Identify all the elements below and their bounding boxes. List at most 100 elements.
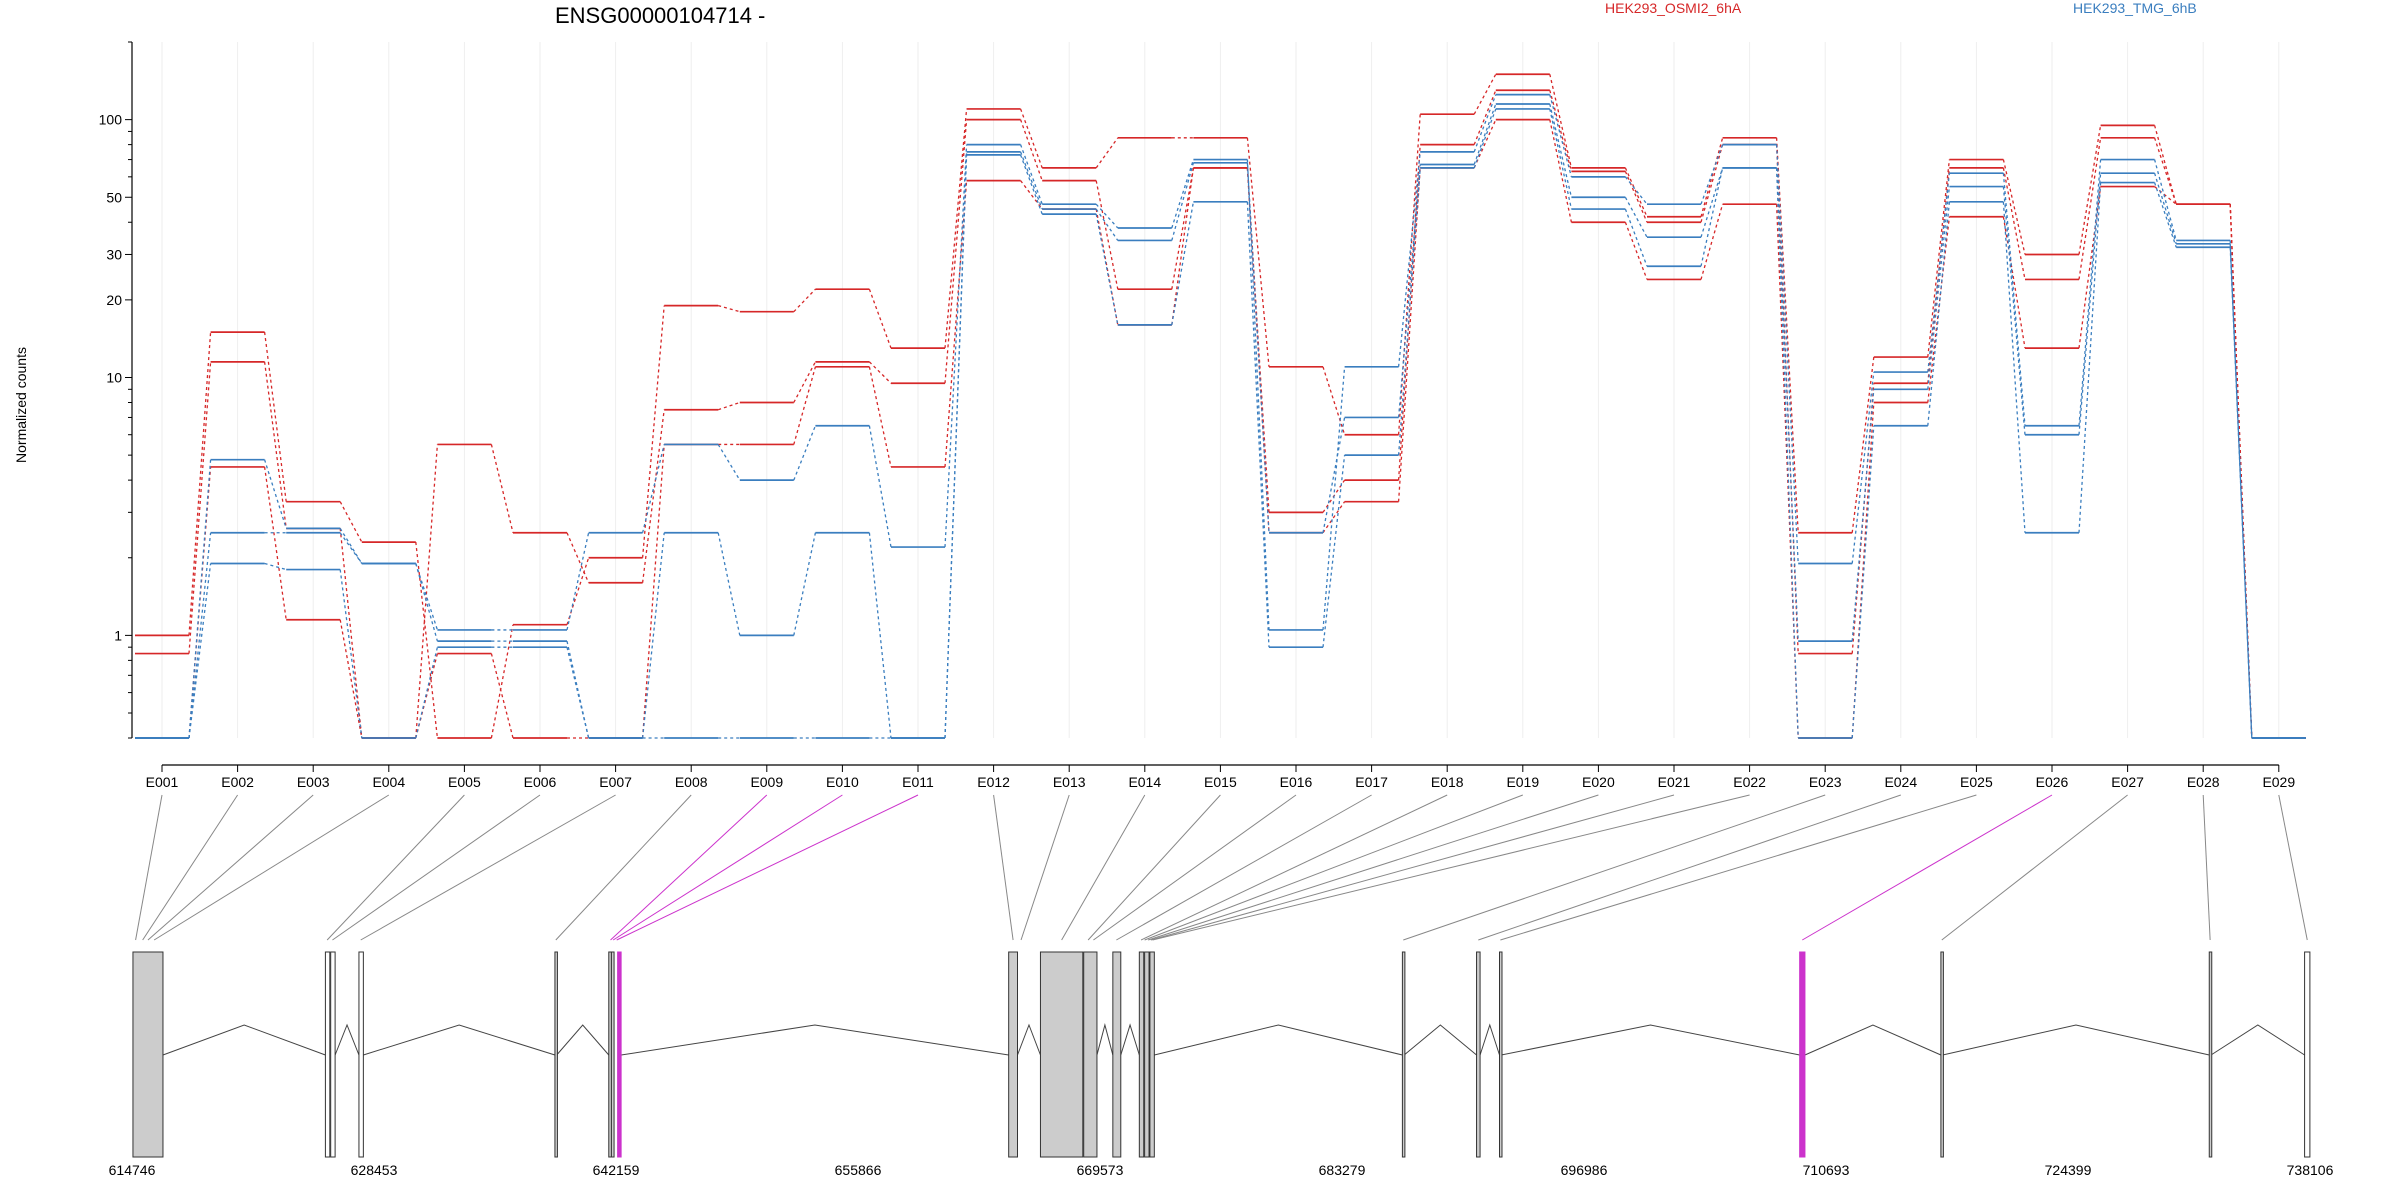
- series-transition: [2153, 182, 2177, 248]
- x-tick-label: E011: [902, 774, 934, 790]
- series-transition: [1700, 167, 1724, 267]
- series-transition: [1624, 196, 1648, 238]
- series-transition: [2002, 216, 2026, 349]
- x-tick-label: E017: [1355, 774, 1388, 790]
- series-transition: [1700, 167, 1724, 238]
- series-transition: [1927, 159, 1951, 358]
- series-transition: [1019, 154, 1043, 215]
- coordinate-tick-label: 655866: [835, 1162, 882, 1178]
- series-transition: [2002, 201, 2026, 533]
- series-transition: [1775, 137, 1799, 533]
- series-transition: [944, 144, 968, 548]
- x-tick-label: E016: [1280, 774, 1313, 790]
- series-transition: [1322, 417, 1346, 533]
- exon-connector: [1061, 794, 1146, 941]
- intron-line: [1942, 1024, 2210, 1056]
- exon: [2208, 951, 2213, 1158]
- intron-line: [1154, 1024, 1403, 1056]
- intron-line: [1501, 1024, 1800, 1056]
- y-tick-label: 30: [106, 246, 122, 262]
- series-transition: [339, 528, 363, 739]
- series-transition: [1549, 74, 1573, 169]
- exon: [1138, 951, 1145, 1158]
- x-tick-label: E008: [675, 774, 708, 790]
- series-transition: [339, 528, 363, 564]
- exon: [1476, 951, 1481, 1158]
- exon-connector: [1020, 794, 1070, 941]
- x-tick-label: E005: [448, 774, 481, 790]
- exon: [2304, 951, 2311, 1158]
- y-tick-label: 100: [99, 112, 123, 128]
- series-transition: [263, 361, 287, 529]
- series-transition: [1095, 214, 1119, 325]
- series-transition: [1019, 144, 1043, 205]
- exon-connector: [1403, 794, 1826, 941]
- intron-line: [1479, 1023, 1500, 1056]
- exon-connector: [1150, 794, 1675, 941]
- series-transition: [1095, 203, 1119, 229]
- series-transition: [1095, 137, 1119, 169]
- series-transition: [1851, 425, 1875, 739]
- exon-connector: [2278, 794, 2308, 941]
- series-transition: [1019, 151, 1043, 210]
- series-transition: [1851, 389, 1875, 642]
- series-transition: [641, 305, 665, 558]
- series-transition: [2154, 186, 2177, 205]
- exon-connector: [1140, 794, 1448, 941]
- series-transition: [1246, 201, 1270, 648]
- exon: [1149, 951, 1155, 1158]
- exon: [610, 951, 615, 1158]
- exon-highlighted: [1799, 951, 1806, 1158]
- exon-connector: [142, 794, 239, 941]
- series-transition: [2229, 243, 2253, 739]
- x-tick-label: E020: [1582, 774, 1615, 790]
- series-transition: [188, 459, 212, 739]
- y-tick-label: 1: [114, 627, 122, 643]
- series-transition: [1397, 164, 1421, 418]
- series-transition: [1775, 167, 1799, 642]
- exon-connector: [612, 794, 843, 941]
- series-transition: [1775, 144, 1799, 564]
- series-transition: [1700, 144, 1724, 205]
- series-transition: [1171, 167, 1195, 290]
- intron-line: [1403, 1024, 1477, 1056]
- exon: [1083, 951, 1098, 1158]
- series-transition: [188, 563, 212, 739]
- intron-line: [621, 1024, 1009, 1056]
- series-transition: [944, 119, 968, 384]
- series-transition: [1927, 186, 1951, 390]
- x-tick-label: E015: [1204, 774, 1237, 790]
- intron-line: [556, 1024, 610, 1056]
- x-tick-label: E003: [297, 774, 330, 790]
- series-transition: [188, 332, 212, 636]
- series-transition: [1473, 103, 1497, 165]
- series-transition: [793, 532, 817, 636]
- series-transition: [2153, 172, 2177, 244]
- series-transition: [339, 569, 363, 739]
- series-transition: [1927, 216, 1951, 403]
- x-tick-label: E026: [2036, 774, 2069, 790]
- series-transition: [415, 563, 439, 642]
- coordinate-tick-label: 642159: [593, 1162, 640, 1178]
- x-tick-label: E028: [2187, 774, 2220, 790]
- series-transition: [264, 562, 287, 571]
- series-transition: [944, 180, 968, 467]
- exon-connector: [993, 794, 1014, 941]
- series-transition: [1322, 501, 1346, 534]
- exon: [324, 951, 331, 1158]
- series-transition: [566, 557, 590, 625]
- series-transition: [188, 532, 212, 739]
- x-tick-label: E027: [2111, 774, 2144, 790]
- exon-connector: [1093, 794, 1297, 941]
- series-transition: [1322, 455, 1346, 648]
- series-transition: [2153, 159, 2177, 241]
- exon-connector: [135, 794, 163, 941]
- series-transition: [1171, 167, 1195, 325]
- series-transition: [1851, 371, 1875, 564]
- series-transition: [566, 532, 590, 631]
- series-transition: [717, 444, 741, 481]
- exon-connector: [1147, 794, 1599, 941]
- coordinate-tick-label: 696986: [1561, 1162, 1608, 1178]
- series-transition: [1095, 180, 1119, 290]
- series-transition: [717, 401, 741, 411]
